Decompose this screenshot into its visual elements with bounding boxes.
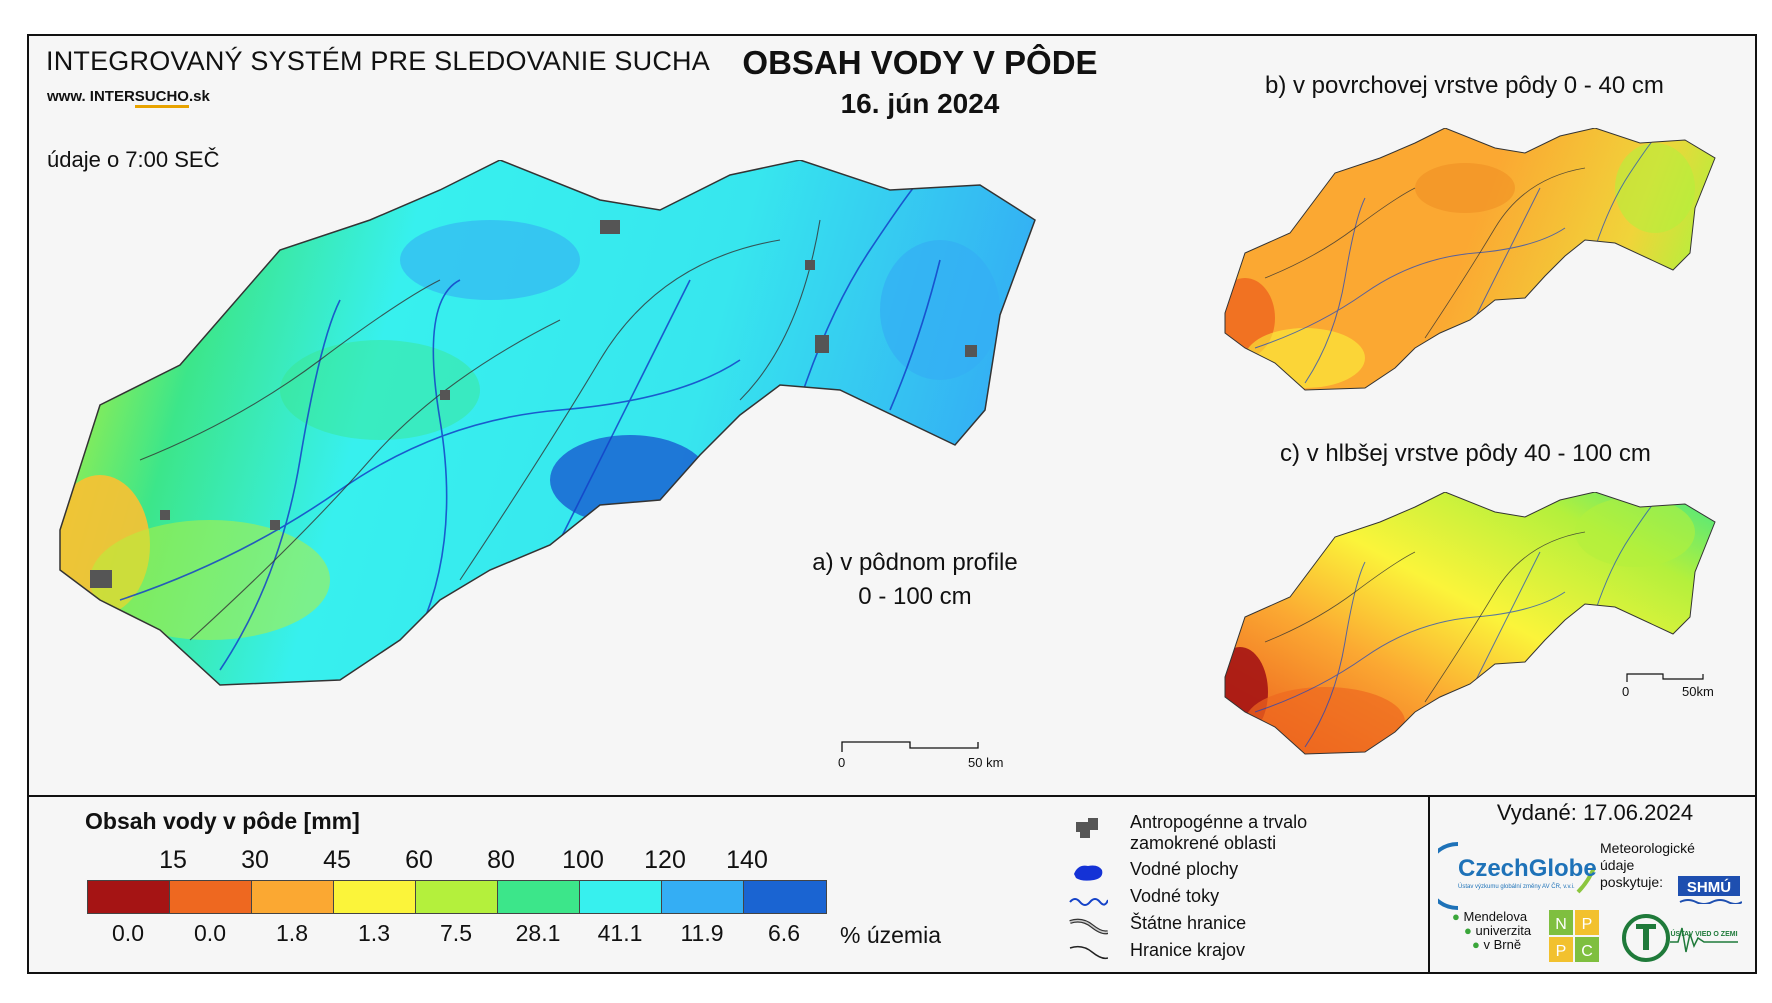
legend-threshold: 120 xyxy=(644,846,686,874)
symbol-label-state-border: Štátne hranice xyxy=(1130,913,1247,933)
data-time-note: údaje o 7:00 SEČ xyxy=(47,147,220,172)
water-body-icon xyxy=(1074,865,1103,881)
czechglobe-logo xyxy=(1438,842,1596,910)
legend-threshold: 60 xyxy=(405,846,433,874)
page-title: OBSAH VODY V PÔDE xyxy=(742,44,1098,81)
legend-threshold: 15 xyxy=(159,846,187,874)
map-a-scale-end: 50 km xyxy=(968,755,1004,770)
map-a-scale-bar xyxy=(841,741,979,752)
website-link[interactable]: www. INTERSUCHO.sk xyxy=(47,88,210,108)
svg-text:C: C xyxy=(1581,943,1593,960)
map-b-caption: b) v povrchovej vrstve pôdy 0 - 40 cm xyxy=(1265,72,1664,99)
legend-percent: 6.6 xyxy=(768,920,800,946)
svg-text:SHMÚ: SHMÚ xyxy=(1687,878,1731,896)
map-a-soil-profile xyxy=(59,160,1036,686)
symbol-label-river: Vodné toky xyxy=(1130,886,1220,906)
map-b-surface-layer xyxy=(1224,128,1716,391)
legend-threshold: 140 xyxy=(726,846,768,874)
legend-threshold: 45 xyxy=(323,846,351,874)
legend-threshold: 80 xyxy=(487,846,515,874)
earth-science-institute-logo: ÚSTAV VIED O ZEMI xyxy=(1622,914,1738,962)
map-date: 16. jún 2024 xyxy=(840,88,1000,119)
nppc-logo: N P P C xyxy=(1549,910,1599,962)
legend-divider xyxy=(27,795,1757,797)
svg-text:P: P xyxy=(1582,916,1593,933)
legend-swatch xyxy=(662,881,744,913)
legend-threshold: 30 xyxy=(241,846,269,874)
map-c-scale-start: 0 xyxy=(1622,684,1630,699)
region-border-icon xyxy=(1069,945,1108,960)
footer-divider xyxy=(1428,795,1430,974)
legend-color-bar xyxy=(87,880,827,914)
legend-thresholds: 15 30 45 60 80 100 120 140 xyxy=(85,846,825,876)
river-icon xyxy=(1069,898,1108,906)
symbol-label-region-border: Hranice krajov xyxy=(1130,940,1246,960)
map-a-caption: a) v pôdnom profile 0 - 100 cm xyxy=(812,549,1018,610)
mendel-university-logo: ● Mendelova ● univerzita ● v Brně xyxy=(1452,909,1532,952)
legend-percent-unit: % územia xyxy=(840,922,941,948)
legend-percent: 41.1 xyxy=(597,920,643,946)
legend-percent: 0.0 xyxy=(112,920,144,946)
urban-area-icon xyxy=(1076,818,1098,838)
legend-swatch xyxy=(88,881,170,913)
map-c-scale-bar xyxy=(1626,673,1704,682)
symbol-label-water-body: Vodné plochy xyxy=(1130,859,1239,879)
czechglobe-name: CzechGlobe xyxy=(1458,855,1597,882)
legend-percent: 1.3 xyxy=(358,920,390,946)
legend-swatch xyxy=(170,881,252,913)
meteo-provider-note: Meteorologické údaje poskytuje: xyxy=(1600,840,1695,890)
map-a-scale-start: 0 xyxy=(838,755,846,770)
legend-percent: 7.5 xyxy=(440,920,472,946)
legend-percent: 1.8 xyxy=(276,920,308,946)
map-c-scale-end: 50km xyxy=(1682,684,1714,699)
symbol-label-urban: Antropogénne a trvalo zamokrené oblasti xyxy=(1130,812,1308,853)
map-c-deep-layer xyxy=(1224,492,1716,755)
system-name: INTEGROVANÝ SYSTÉM PRE SLEDOVANIE SUCHA xyxy=(46,46,710,76)
legend-swatch xyxy=(744,881,826,913)
legend-threshold: 100 xyxy=(562,846,604,874)
shmu-logo: SHMÚ xyxy=(1678,876,1742,904)
map-c-caption: c) v hlbšej vrstve pôdy 40 - 100 cm xyxy=(1280,440,1651,467)
state-border-icon xyxy=(1069,918,1108,935)
svg-text:P: P xyxy=(1556,943,1567,960)
legend-swatch xyxy=(498,881,580,913)
legend-swatch xyxy=(334,881,416,913)
legend-percentages: 0.0 0.0 1.8 1.3 7.5 28.1 41.1 11.9 6.6 xyxy=(85,920,825,950)
svg-text:ÚSTAV VIED O ZEMI: ÚSTAV VIED O ZEMI xyxy=(1670,929,1737,938)
legend-percent: 11.9 xyxy=(680,920,724,946)
legend-percent: 0.0 xyxy=(194,920,226,946)
issued-date: Vydané: 17.06.2024 xyxy=(1496,800,1694,825)
legend-swatch xyxy=(580,881,662,913)
legend-percent: 28.1 xyxy=(515,920,561,946)
legend-title: Obsah vody v pôde [mm] xyxy=(85,808,360,834)
czechglobe-subtitle: Ústav výzkumu globální změny AV ČR, v.v.… xyxy=(1458,884,1575,890)
legend-swatch xyxy=(252,881,334,913)
svg-text:N: N xyxy=(1555,916,1567,933)
legend-swatch xyxy=(416,881,498,913)
